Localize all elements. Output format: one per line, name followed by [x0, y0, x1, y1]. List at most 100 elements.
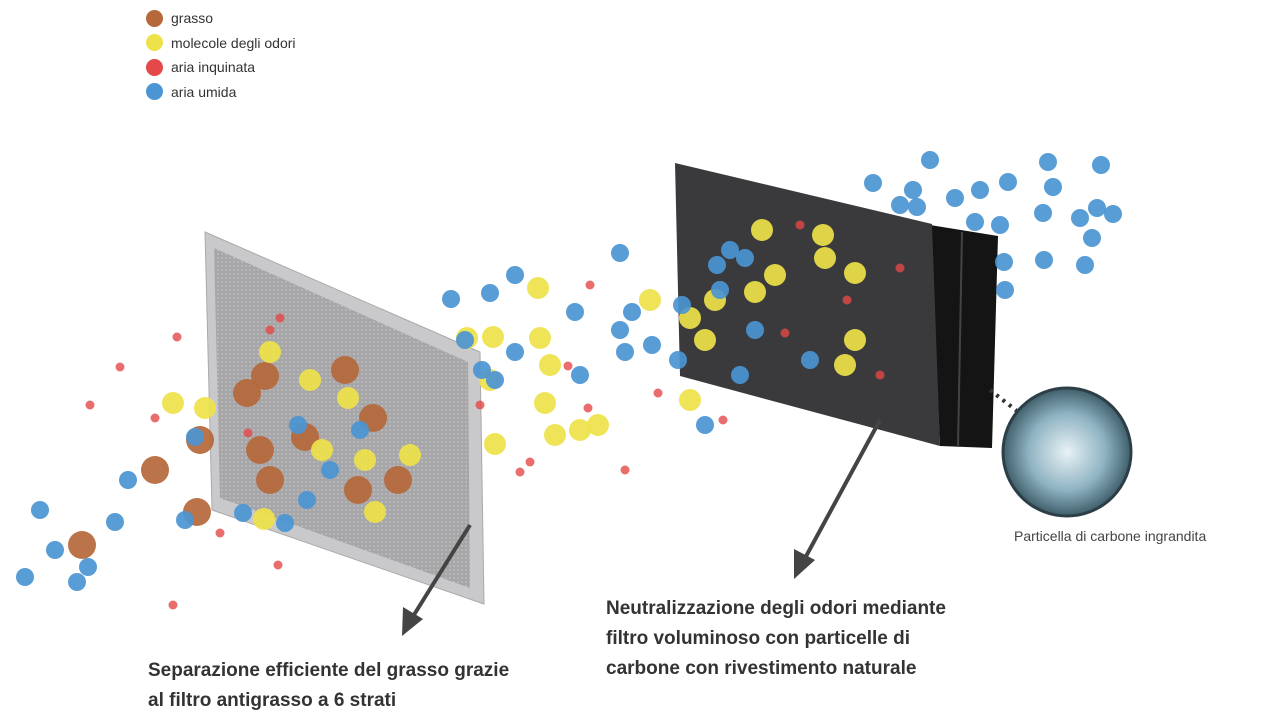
particle: [587, 414, 609, 436]
particle: [46, 541, 64, 559]
particle: [996, 281, 1014, 299]
particle: [529, 327, 551, 349]
particle: [473, 361, 491, 379]
particle: [265, 325, 275, 335]
particle: [571, 366, 589, 384]
particle: [875, 370, 885, 380]
particle: [534, 392, 556, 414]
particle: [583, 403, 593, 413]
particle: [895, 263, 905, 273]
particle: [904, 181, 922, 199]
legend-label: aria inquinata: [171, 59, 256, 76]
particle: [731, 366, 749, 384]
legend-swatch: [146, 34, 163, 52]
particle: [31, 501, 49, 519]
particle: [844, 262, 866, 284]
particle: [569, 419, 591, 441]
particle: [289, 416, 307, 434]
particle: [243, 428, 253, 438]
particle: [679, 389, 701, 411]
legend-label: aria umida: [171, 83, 237, 100]
particle: [544, 424, 566, 446]
particle: [484, 433, 506, 455]
particle: [585, 280, 595, 290]
particle: [1039, 153, 1057, 171]
legend-item: molecole degli odori: [146, 31, 296, 56]
particle: [814, 247, 836, 269]
particle: [506, 266, 524, 284]
particle: [299, 369, 321, 391]
grease-caption: Separazione efficiente del grasso grazie…: [148, 656, 509, 716]
particle: [908, 198, 926, 216]
particle: [864, 174, 882, 192]
zoom-label: Particella di carbone ingrandita: [1014, 528, 1207, 544]
particle: [525, 457, 535, 467]
particle: [399, 444, 421, 466]
particle: [764, 264, 786, 286]
particle: [251, 362, 279, 390]
particle: [1083, 229, 1101, 247]
particle: [991, 216, 1009, 234]
legend-label: grasso: [171, 10, 214, 27]
particle: [172, 332, 182, 342]
particle: [354, 449, 376, 471]
particle: [273, 560, 283, 570]
particle: [1088, 199, 1106, 217]
particles-front: [16, 151, 1122, 610]
particle: [999, 173, 1017, 191]
legend: grasso molecole degli odori aria inquinata…: [146, 6, 296, 104]
particle: [331, 356, 359, 384]
particle: [515, 467, 525, 477]
particle: [176, 511, 194, 529]
particle: [708, 256, 726, 274]
particle: [481, 284, 499, 302]
particle: [311, 439, 333, 461]
legend-item: aria inquinata: [146, 55, 296, 80]
caption-line: filtro voluminoso con particelle di: [606, 628, 911, 649]
particle: [566, 303, 584, 321]
particle: [162, 392, 184, 414]
caption-line: carbone con rivestimento naturale: [606, 658, 917, 679]
particle: [194, 397, 216, 419]
particle: [995, 253, 1013, 271]
particle: [150, 413, 160, 423]
particle: [215, 528, 225, 538]
particle: [168, 600, 178, 610]
particle: [233, 379, 261, 407]
particle: [344, 476, 372, 504]
particle: [711, 281, 729, 299]
particle: [259, 341, 281, 363]
particle: [141, 456, 169, 484]
particle: [246, 436, 274, 464]
particle: [442, 290, 460, 308]
particle: [384, 466, 412, 494]
caption-line: Separazione efficiente del grasso grazie: [148, 660, 510, 681]
particle: [946, 189, 964, 207]
legend-label: molecole degli odori: [171, 34, 296, 51]
particle: [669, 351, 687, 369]
particle: [616, 343, 634, 361]
particle: [276, 514, 294, 532]
particle: [16, 568, 34, 586]
grease-filter: [204, 231, 485, 605]
particle: [1071, 209, 1089, 227]
particle: [795, 220, 805, 230]
particle: [321, 461, 339, 479]
particle: [563, 361, 573, 371]
particle: [834, 354, 856, 376]
particle: [351, 421, 369, 439]
particle: [746, 321, 764, 339]
particle: [643, 336, 661, 354]
particle: [486, 371, 504, 389]
carbon-particle-zoom: [1001, 386, 1133, 518]
particle: [673, 296, 691, 314]
particle: [966, 213, 984, 231]
particle: [842, 295, 852, 305]
particle: [801, 351, 819, 369]
particle: [623, 303, 641, 321]
particle: [275, 313, 285, 323]
particle: [620, 465, 630, 475]
particle: [844, 329, 866, 351]
particle: [456, 331, 474, 349]
